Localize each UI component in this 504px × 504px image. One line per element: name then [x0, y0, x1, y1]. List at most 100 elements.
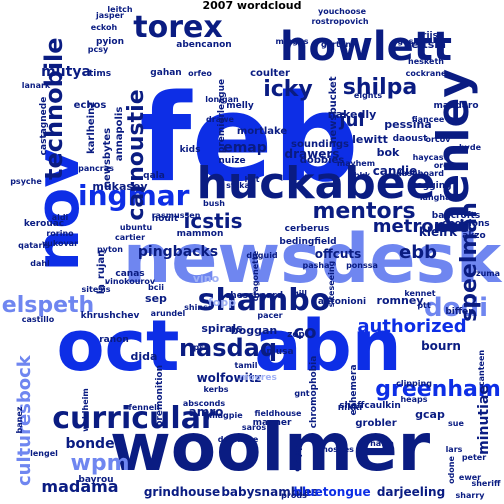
word-dalliance: dalliance [218, 435, 259, 444]
word-orcov: orcov [426, 135, 452, 144]
word-gnt: gnt [294, 389, 309, 398]
word-lewitt: lewitt [352, 133, 388, 146]
word-ewer: ewer [459, 473, 481, 482]
word-sheriff: sheriff [471, 479, 501, 488]
word-zep: zep [287, 330, 305, 340]
word-ponssa: ponssa [346, 261, 378, 270]
word-heaps: heaps [400, 395, 427, 404]
word-mukasey: mukasey [92, 180, 147, 193]
word-sfcka: sfcka [226, 181, 250, 190]
word-castagnede: castagnede [39, 97, 49, 156]
word-bonde: bonde [65, 436, 114, 452]
word-moores: moores [239, 373, 277, 383]
word-torex: torex [133, 10, 222, 45]
word-noshes: noshes [322, 445, 354, 454]
word-metronet: metronet [373, 216, 468, 237]
word-mortlake: mortlake [237, 126, 288, 137]
word-howlett: howlett [280, 24, 452, 70]
word-gosk: gosk [397, 37, 419, 46]
word-psl: psl [193, 343, 206, 352]
word-feb: feb [139, 70, 359, 209]
word-darjeeling: darjeeling [377, 485, 445, 499]
word-cerberus: cerberus [285, 224, 330, 234]
word-nikki: nikki [338, 403, 363, 413]
word-peter: peter [462, 453, 486, 462]
word-cockrane: cockrane [406, 69, 447, 78]
word-bkk: bkk [354, 171, 371, 180]
word-emap: emap [223, 140, 267, 156]
word-ptt: ptt [417, 301, 431, 310]
word-chromophobia: chromophobia [309, 356, 319, 429]
word-icstis: icstis [184, 209, 243, 233]
word-hesketh: hesketh [408, 57, 444, 66]
word-gahan: gahan [150, 68, 181, 78]
word-nasdaq: nasdaq [179, 334, 277, 362]
word-castillo: castillo [22, 315, 55, 324]
word-fopp: fopp [208, 296, 236, 309]
word-musa: musa [266, 347, 293, 357]
word-cartier: cartier [115, 233, 145, 242]
word-pessina: pessina [384, 118, 431, 131]
word-haycast: haycast [413, 153, 448, 162]
word-co: co [293, 322, 316, 343]
word-tamil: tamil [234, 361, 257, 370]
word-arundel: arundel [151, 309, 186, 318]
word-absconds: absconds [183, 399, 226, 408]
word-shins: shins [184, 303, 208, 312]
word-mandaro: mandaro [434, 101, 479, 111]
word-sharry: sharry [456, 491, 486, 500]
word-icky: icky [263, 77, 313, 102]
word-ephemera: ephemera [349, 364, 359, 415]
word-pacer: pacer [257, 311, 282, 320]
word-minutiae: minutiae [476, 385, 492, 455]
word-jasper: jasper [95, 11, 124, 20]
word-lanark: lanark [22, 81, 51, 90]
word-annapolis: annapolis [114, 107, 125, 162]
word-chessboard: chessboard [225, 291, 283, 301]
word-gcap: gcap [415, 408, 445, 421]
word-decisions: decisions [442, 219, 489, 229]
word-fieldhouse: fieldhouse [255, 409, 302, 418]
word-tims: tims [89, 69, 111, 79]
word-technobile: technobile [40, 37, 68, 180]
word-amro: amro [189, 405, 224, 419]
word-pingbacks: pingbacks [138, 244, 218, 260]
word-babysnambles: babysnambles [221, 485, 318, 499]
word-antonioni: antonioni [318, 297, 366, 307]
word-kerouac: kerouac [24, 219, 64, 229]
word-kennet: kennet [404, 289, 435, 298]
word-vinokourov: vinokourov [105, 277, 156, 286]
word-vino: vino [193, 272, 220, 285]
word-speelman: speelman [457, 202, 482, 322]
word-biffen: biffen [445, 307, 474, 317]
word-hyde: hyde [459, 143, 482, 152]
word-mammon: mammon [177, 229, 224, 239]
word-langhan: langhan [420, 193, 457, 202]
word-nafta: nafta [370, 439, 394, 448]
word-cloud-words: feb newsdesk woolmer oct abn huckabee howlett t… [2, 5, 503, 500]
word-drawe: drawe [206, 115, 234, 124]
word-curricular: curricular [52, 401, 216, 436]
word-eckoh: eckoh [91, 23, 118, 32]
word-daoust: daoust [393, 134, 428, 144]
word-mayhem: mayhem [337, 159, 375, 168]
word-dashboard: dashboard [396, 169, 444, 178]
word-manner: manner [253, 418, 292, 428]
word-saros: saros [242, 423, 267, 432]
word-orfeo: orfeo [188, 69, 212, 78]
word-gill: gill [293, 289, 307, 298]
word-newsbytes: newsbytes [102, 128, 113, 188]
word-soundings: soundings [291, 139, 349, 150]
word-ebb: ebb [399, 242, 437, 263]
word-henley: henley [428, 69, 479, 235]
word-candie: candie [373, 164, 418, 178]
word-ranon: ranon [99, 335, 129, 345]
word-dodi: dodi [424, 293, 488, 323]
word-abencanon: abencanon [176, 40, 231, 50]
word-tagging: tagging [412, 181, 451, 191]
word-pancras: pancras [78, 164, 114, 173]
word-nakedly: nakedly [328, 108, 377, 121]
word-vukovar: vukovar [42, 239, 78, 248]
word-lengel: lengel [30, 449, 58, 458]
word-kids: kids [180, 145, 201, 155]
